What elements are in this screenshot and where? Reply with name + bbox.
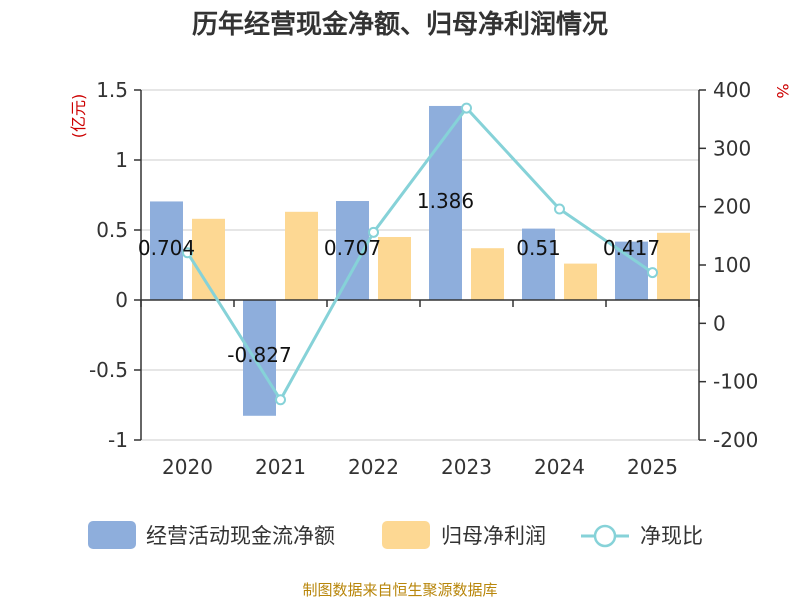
x-axis-tick-label: 2020 — [162, 455, 213, 479]
x-axis-tick-label: 2022 — [348, 455, 399, 479]
left-axis-tick-label: 0.5 — [96, 218, 128, 242]
right-axis-unit: % — [773, 83, 792, 98]
legend-marker-ratio — [593, 524, 617, 548]
data-label-cashflow: 1.386 — [417, 189, 474, 213]
x-axis-tick-label: 2021 — [255, 455, 306, 479]
left-axis-tick-label: -0.5 — [89, 358, 128, 382]
label-layer: 0.704 -0.827 0.707 1.386 0.51 0.417 — [138, 189, 660, 367]
ratio-point[interactable] — [182, 247, 193, 259]
bar-cashflow[interactable] — [522, 228, 555, 300]
data-label-cashflow: 0.707 — [324, 236, 381, 260]
left-axis-tick-label: 1.5 — [96, 78, 128, 102]
x-axis-tick-label: 2024 — [534, 455, 585, 479]
ratio-line — [186, 105, 654, 403]
axis-layer: 1.5 1 0.5 0 -0.5 -1 400 300 200 100 0 -100 -200 2020 2… — [89, 78, 758, 479]
bar-profit[interactable] — [471, 248, 504, 300]
chart-title: 历年经营现金净额、归母净利润情况 — [192, 9, 608, 40]
left-axis-unit: (亿元) — [69, 94, 88, 139]
bar-layer — [150, 105, 690, 416]
legend-swatch-profit — [382, 521, 430, 549]
right-axis-tick-label: 0 — [713, 311, 726, 335]
bar-profit[interactable] — [378, 237, 411, 300]
legend-label-profit: 归母净利润 — [441, 524, 546, 548]
right-axis-tick-label: 300 — [713, 136, 751, 160]
legend-item-cashflow[interactable]: 经营活动现金流净额 — [88, 521, 335, 549]
data-label-cashflow: 0.704 — [138, 236, 195, 260]
legend-item-ratio[interactable]: 净现比 — [581, 524, 703, 548]
legend-swatch-cashflow — [88, 521, 136, 549]
left-axis-tick-label: -1 — [108, 428, 128, 452]
ratio-point[interactable] — [368, 226, 379, 238]
ratio-point[interactable] — [461, 102, 472, 114]
bar-cashflow[interactable] — [150, 201, 183, 300]
bar-profit[interactable] — [657, 232, 690, 300]
data-label-cashflow: 0.417 — [603, 236, 660, 260]
line-layer — [182, 102, 658, 406]
legend-label-ratio: 净现比 — [640, 524, 703, 548]
right-axis-tick-label: 400 — [713, 78, 751, 102]
right-axis-tick-label: -200 — [713, 428, 758, 452]
x-axis-tick-label: 2025 — [627, 455, 678, 479]
legend: 经营活动现金流净额 归母净利润 净现比 — [88, 521, 703, 549]
data-label-cashflow: -0.827 — [227, 343, 291, 367]
left-axis-tick-label: 1 — [115, 148, 128, 172]
bar-profit[interactable] — [285, 211, 318, 300]
legend-label-cashflow: 经营活动现金流净额 — [146, 524, 335, 548]
left-axis-tick-label: 0 — [115, 288, 128, 312]
right-axis-tick-label: -100 — [713, 370, 758, 394]
bar-profit[interactable] — [564, 263, 597, 300]
ratio-point[interactable] — [554, 203, 565, 215]
x-axis-tick-label: 2023 — [441, 455, 492, 479]
right-axis-tick-label: 200 — [713, 195, 751, 219]
legend-item-profit[interactable]: 归母净利润 — [382, 521, 546, 549]
bar-cashflow[interactable] — [243, 300, 276, 416]
right-axis-tick-label: 100 — [713, 253, 751, 277]
ratio-point[interactable] — [647, 267, 658, 279]
source-note: 制图数据来自恒生聚源数据库 — [302, 581, 497, 599]
grid-layer — [141, 89, 699, 441]
ratio-point[interactable] — [275, 394, 286, 406]
data-label-cashflow: 0.51 — [516, 236, 561, 260]
